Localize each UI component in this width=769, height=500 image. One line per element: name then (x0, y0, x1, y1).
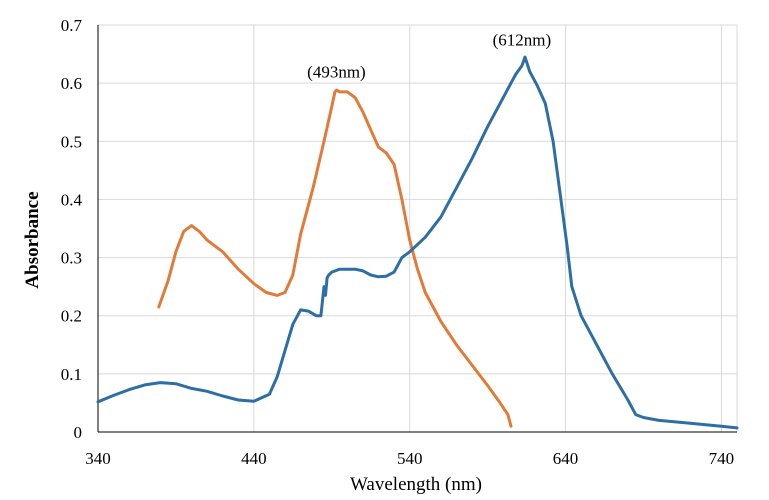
y-tick-label: 0.1 (61, 365, 82, 384)
y-axis-label: Absorbance (22, 191, 43, 288)
x-tick-label: 440 (241, 449, 267, 468)
label-layer: 0 0.1 0.2 0.3 0.4 0.5 0.6 0.7 340 440 540 640 740 (49… (61, 16, 734, 468)
y-tick-label: 0.7 (61, 16, 83, 35)
grid-layer (98, 24, 738, 432)
peak-annotation: (493nm) (307, 62, 366, 81)
y-tick-label: 0.3 (61, 249, 82, 268)
y-tick-label: 0 (74, 423, 83, 442)
peak-annotation: (612nm) (493, 30, 552, 49)
y-tick-label: 0.2 (61, 307, 82, 326)
series-line-1 (157, 88, 513, 428)
x-tick-label: 640 (553, 449, 579, 468)
x-tick-label: 540 (397, 449, 423, 468)
axis-layer (97, 25, 737, 433)
y-tick-label: 0.6 (61, 74, 82, 93)
x-tick-label: 340 (85, 449, 111, 468)
y-tick-label: 0.5 (61, 132, 82, 151)
y-tick-label: 0.4 (61, 190, 83, 209)
x-axis-label: Wavelength (nm) (350, 474, 482, 495)
series-layer (96, 55, 739, 430)
x-tick-label: 740 (709, 449, 735, 468)
series-line-2 (96, 55, 739, 430)
